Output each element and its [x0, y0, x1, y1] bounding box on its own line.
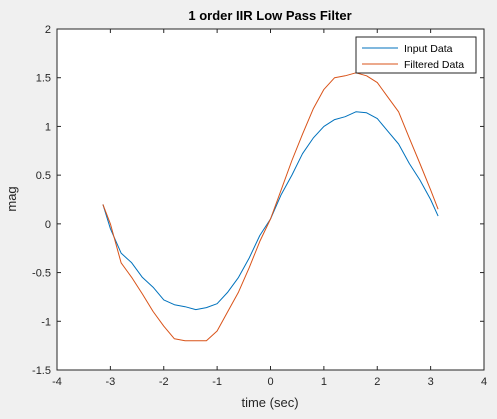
x-tick-label: 0 [267, 376, 273, 388]
legend: Input Data Filtered Data [355, 36, 477, 74]
legend-label-input-data: Input Data [404, 43, 453, 55]
x-axis-label: time (sec) [241, 395, 298, 410]
y-axis-label: mag [4, 186, 19, 211]
series-line-filtered-data [102, 72, 439, 342]
x-tick-label: -3 [105, 376, 115, 388]
x-tick-label: -1 [212, 376, 222, 388]
y-tick-label: -1 [41, 316, 51, 328]
x-tick-label: 2 [374, 376, 380, 388]
x-tick-label: 1 [321, 376, 327, 388]
axis-ticks: -4 -3 -2 -1 0 1 2 3 4 -1.5 -1 -0.5 0 0.5 1 1.5 2 [32, 24, 487, 388]
y-tick-label: -0.5 [32, 268, 51, 280]
y-tick-label: 1 [45, 121, 51, 133]
y-tick-label: 2 [45, 24, 51, 36]
y-tick-label: 0 [45, 219, 51, 231]
series-group [102, 72, 439, 342]
chart-title: 1 order IIR Low Pass Filter [188, 8, 351, 23]
plot-area [56, 28, 485, 371]
x-tick-label: 3 [428, 376, 434, 388]
y-tick-label: 0.5 [36, 170, 51, 182]
x-tick-label: -4 [52, 376, 62, 388]
legend-box [355, 36, 477, 74]
y-tick-label: 1.5 [36, 73, 51, 85]
legend-label-filtered-data: Filtered Data [404, 59, 464, 71]
x-tick-label: 4 [481, 376, 487, 388]
y-tick-label: -1.5 [32, 365, 51, 377]
x-tick-label: -2 [159, 376, 169, 388]
